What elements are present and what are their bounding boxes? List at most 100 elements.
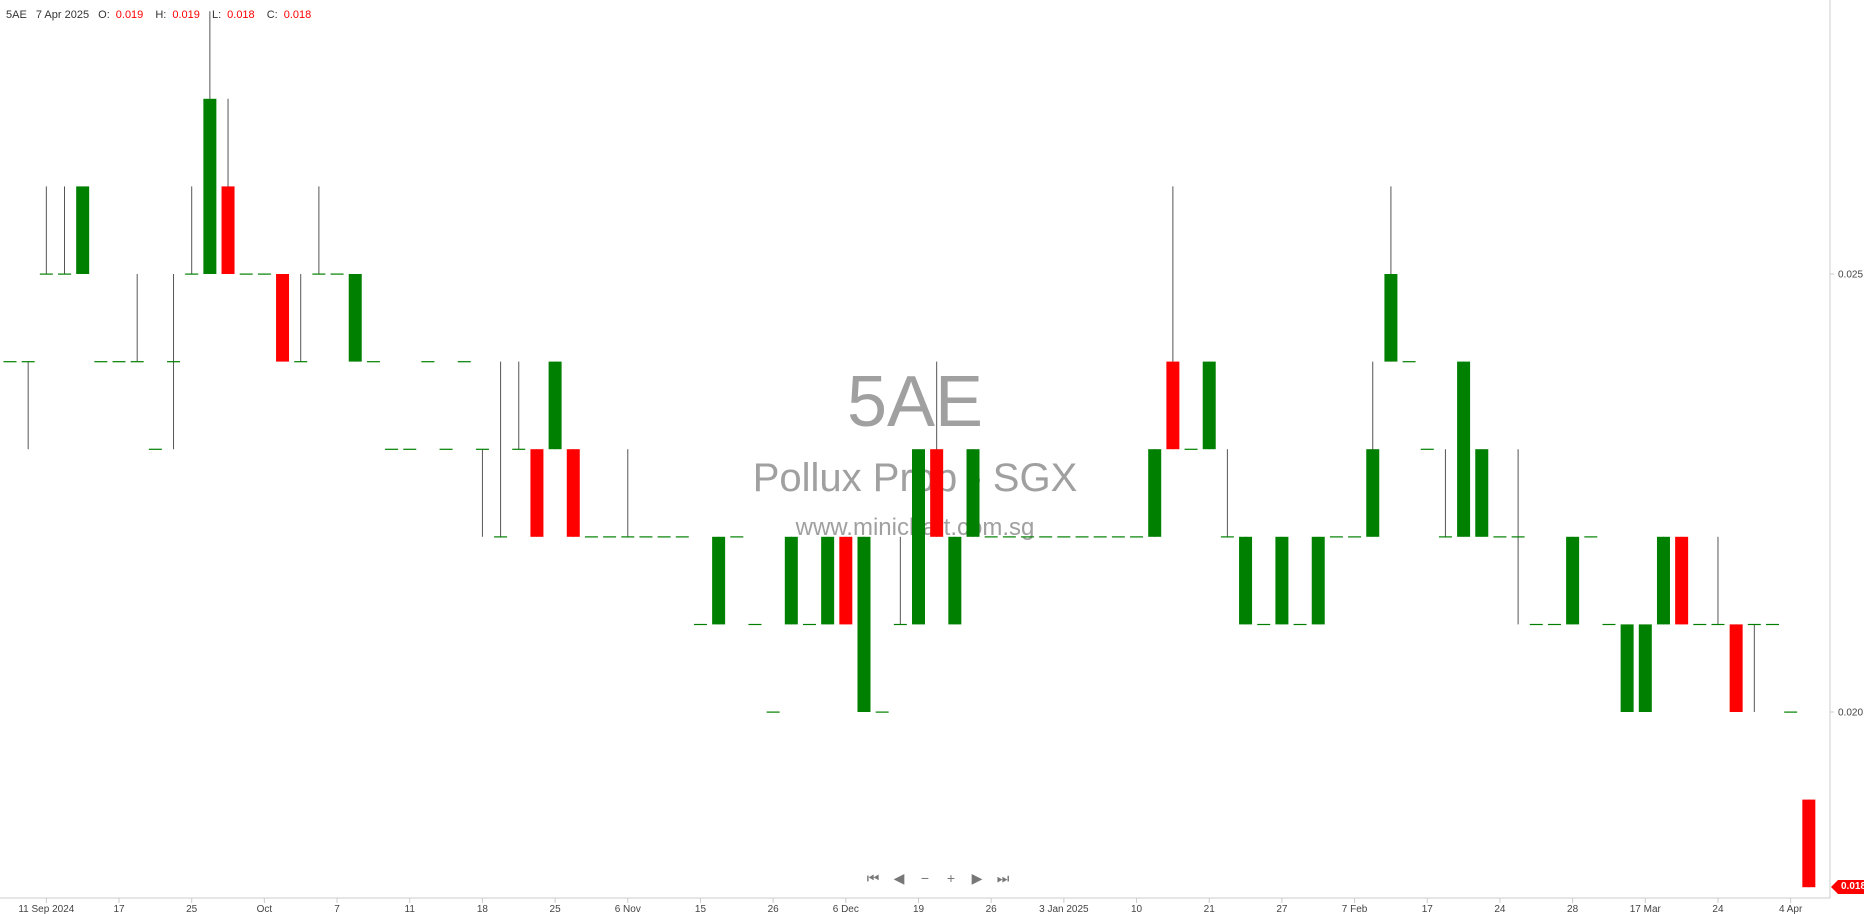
candle[interactable]	[548, 361, 562, 450]
candle[interactable]	[439, 448, 453, 450]
candle[interactable]	[1765, 623, 1779, 626]
candle[interactable]	[912, 449, 925, 625]
candle[interactable]	[821, 536, 835, 625]
candle[interactable]	[385, 448, 399, 450]
candle[interactable]	[1438, 449, 1452, 538]
candle[interactable]	[712, 536, 726, 625]
candle[interactable]	[1148, 449, 1162, 537]
candle[interactable]	[621, 449, 635, 538]
candle[interactable]	[39, 186, 53, 275]
candle[interactable]	[1547, 623, 1561, 626]
candle[interactable]	[494, 361, 508, 538]
candle[interactable]	[366, 361, 380, 363]
candle[interactable]	[3, 361, 17, 363]
candle[interactable]	[1529, 623, 1543, 626]
candle[interactable]	[566, 449, 580, 537]
candle[interactable]	[657, 536, 671, 538]
candle[interactable]	[1493, 536, 1507, 538]
candle[interactable]	[167, 274, 181, 450]
candle[interactable]	[185, 186, 199, 275]
candle[interactable]	[1420, 448, 1434, 450]
last-button[interactable]: ⏭	[996, 870, 1010, 886]
candle[interactable]	[1002, 536, 1016, 538]
candle[interactable]	[948, 536, 962, 625]
candle[interactable]	[1584, 536, 1598, 538]
candle[interactable]	[1802, 799, 1816, 888]
candle[interactable]	[1620, 624, 1634, 712]
candle[interactable]	[512, 361, 526, 450]
candle[interactable]	[984, 536, 998, 538]
candle[interactable]	[1366, 361, 1380, 537]
candle[interactable]	[748, 623, 762, 626]
candle[interactable]	[1130, 536, 1144, 538]
candle[interactable]	[1693, 623, 1707, 626]
candle[interactable]	[221, 98, 235, 274]
candle[interactable]	[766, 711, 780, 713]
candle[interactable]	[857, 536, 871, 712]
candle[interactable]	[839, 536, 853, 625]
candle[interactable]	[1275, 536, 1289, 625]
candle[interactable]	[639, 536, 653, 538]
candle[interactable]	[475, 448, 489, 537]
zoom-in-button[interactable]: +	[946, 870, 956, 886]
candle[interactable]	[1511, 449, 1525, 625]
candle[interactable]	[257, 273, 271, 275]
candle[interactable]	[203, 11, 217, 274]
candle[interactable]	[294, 274, 308, 363]
candle[interactable]	[802, 623, 816, 626]
candle[interactable]	[1784, 711, 1798, 713]
candle[interactable]	[403, 448, 417, 450]
first-button[interactable]: ⏮	[866, 870, 880, 886]
candle[interactable]	[276, 274, 290, 362]
candle[interactable]	[1166, 186, 1180, 450]
candle[interactable]	[1747, 623, 1761, 712]
candle[interactable]	[1729, 624, 1743, 712]
candle[interactable]	[1602, 623, 1616, 626]
candle[interactable]	[239, 273, 253, 275]
candle[interactable]	[1656, 536, 1670, 625]
candle[interactable]	[1457, 361, 1471, 537]
candle[interactable]	[94, 361, 108, 363]
candle[interactable]	[348, 274, 362, 362]
candle[interactable]	[1384, 186, 1398, 362]
candle[interactable]	[1075, 536, 1089, 538]
candle[interactable]	[1711, 536, 1725, 626]
candle[interactable]	[130, 274, 144, 363]
candle[interactable]	[875, 711, 889, 713]
candle[interactable]	[1057, 536, 1071, 538]
candle[interactable]	[1184, 448, 1198, 450]
candle[interactable]	[1311, 536, 1325, 625]
candle[interactable]	[312, 186, 326, 275]
zoom-out-button[interactable]: −	[920, 870, 930, 886]
candle[interactable]	[784, 536, 798, 625]
candle[interactable]	[1675, 536, 1689, 625]
candle[interactable]	[76, 186, 90, 274]
candle[interactable]	[893, 536, 907, 626]
candle[interactable]	[1111, 536, 1125, 538]
candle[interactable]	[1566, 536, 1580, 625]
candle[interactable]	[112, 361, 126, 363]
candle[interactable]	[1475, 449, 1489, 537]
candle[interactable]	[1329, 536, 1343, 538]
candle[interactable]	[1039, 536, 1053, 538]
next-button[interactable]: ▶	[971, 870, 983, 886]
candle[interactable]	[1293, 623, 1307, 626]
candle[interactable]	[1202, 361, 1216, 450]
candle[interactable]	[693, 623, 707, 626]
candle[interactable]	[530, 449, 544, 537]
candle[interactable]	[457, 361, 471, 363]
candle[interactable]	[1348, 536, 1362, 538]
candle[interactable]	[1220, 449, 1234, 538]
candle[interactable]	[930, 361, 944, 537]
candle[interactable]	[584, 536, 598, 538]
candle[interactable]	[1021, 536, 1035, 538]
candle[interactable]	[421, 361, 435, 363]
candle[interactable]	[148, 448, 162, 450]
candle[interactable]	[1239, 536, 1253, 625]
candle[interactable]	[1638, 624, 1652, 712]
candle[interactable]	[730, 536, 744, 538]
candle[interactable]	[1402, 361, 1416, 363]
candle[interactable]	[1093, 536, 1107, 538]
candle[interactable]	[966, 449, 980, 537]
candle[interactable]	[58, 186, 72, 275]
